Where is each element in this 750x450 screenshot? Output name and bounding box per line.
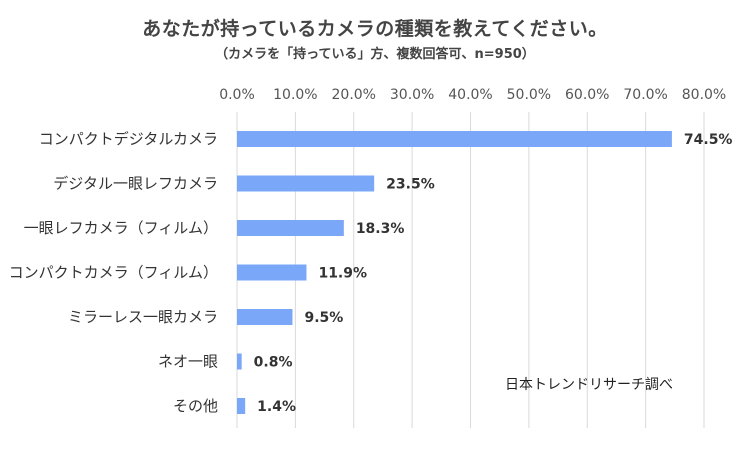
category-label: 一眼レフカメラ（フィルム）: [24, 219, 218, 237]
gridlines: [236, 112, 705, 428]
data-labels: 74.5% 23.5% 18.3% 11.9% 9.5% 0.8% 1.4%: [254, 132, 733, 415]
category-label: ミラーレス一眼カメラ: [68, 308, 218, 326]
x-tick-label: 10.0%: [273, 87, 317, 103]
category-label: コンパクトカメラ（フィルム）: [9, 264, 218, 282]
data-label: 0.8%: [254, 355, 293, 371]
bar: [237, 398, 246, 414]
data-label: 11.9%: [318, 266, 367, 282]
x-tick-label: 50.0%: [507, 87, 551, 103]
category-label: コンパクトデジタルカメラ: [39, 130, 218, 148]
data-label: 18.3%: [356, 221, 405, 237]
bar: [237, 131, 672, 147]
x-tick-label: 30.0%: [390, 87, 434, 103]
source-annotation: 日本トレンドリサーチ調べ: [505, 377, 673, 393]
category-label: デジタル一眼レフカメラ: [53, 175, 218, 193]
x-tick-label: 20.0%: [332, 87, 376, 103]
data-label: 23.5%: [386, 177, 435, 193]
bar: [237, 175, 375, 192]
x-tick-label: 80.0%: [682, 87, 726, 103]
bar: [237, 353, 242, 370]
chart-subtitle: （カメラを「持っている」方、複数回答可、n=950）: [215, 47, 535, 62]
x-tick-label: 60.0%: [565, 87, 609, 103]
data-label: 74.5%: [684, 132, 733, 148]
x-axis-ticks: 0.0% 10.0% 20.0% 30.0% 40.0% 50.0% 60.0% 70.0% 8…: [219, 87, 726, 103]
bar: [237, 309, 293, 325]
bar: [237, 264, 307, 281]
category-label: ネオ一眼: [158, 353, 218, 371]
bars: [237, 131, 672, 414]
data-label: 9.5%: [304, 310, 343, 326]
x-tick-label: 0.0%: [219, 87, 255, 103]
bar: [237, 220, 344, 236]
data-label: 1.4%: [257, 399, 296, 415]
chart-title: あなたが持っているカメラの種類を教えてください。: [142, 18, 608, 40]
x-tick-label: 40.0%: [448, 87, 492, 103]
category-label: その他: [173, 397, 218, 415]
x-tick-label: 70.0%: [623, 87, 667, 103]
